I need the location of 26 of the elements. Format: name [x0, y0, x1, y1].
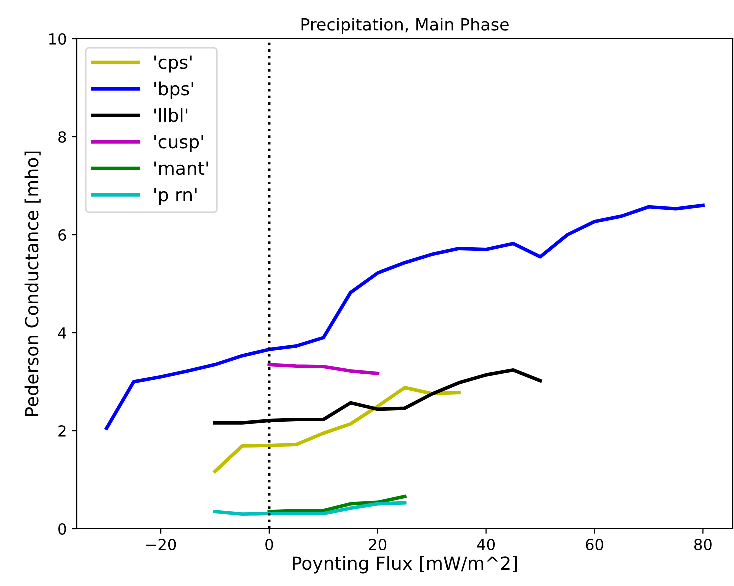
- x-tick-label: 20: [369, 538, 387, 551]
- x-tick-label: −20: [146, 538, 176, 551]
- legend-label: 'mant': [154, 162, 208, 176]
- legend-label: 'cps': [154, 56, 192, 73]
- y-axis-title: Pederson Conductance [mho]: [24, 152, 41, 416]
- x-tick-label: 80: [694, 538, 712, 551]
- x-tick-label: 40: [477, 538, 496, 551]
- line-series: [268, 494, 407, 514]
- line-series: [214, 386, 461, 474]
- legend-label: 'p rn': [154, 188, 197, 206]
- y-tick-label: 8: [58, 131, 66, 144]
- y-tick-label: 0: [58, 523, 66, 536]
- chart-title: Precipitation, Main Phase: [302, 18, 509, 34]
- line-series: [268, 363, 380, 376]
- x-tick-label: 60: [586, 538, 604, 551]
- y-tick-label: 10: [50, 33, 66, 46]
- x-tick-label: 0: [266, 538, 274, 551]
- line-series: [214, 501, 407, 516]
- y-tick-label: 6: [58, 229, 66, 242]
- legend-label: 'llbl': [154, 108, 188, 122]
- y-tick-label: 2: [58, 425, 66, 437]
- legend-label: 'cusp': [154, 135, 204, 152]
- legend-label: 'bps': [154, 82, 194, 100]
- x-axis-title: Poynting Flux [mW/m^2]: [293, 556, 518, 574]
- y-tick-label: 4: [58, 328, 66, 339]
- line-series: [105, 204, 705, 430]
